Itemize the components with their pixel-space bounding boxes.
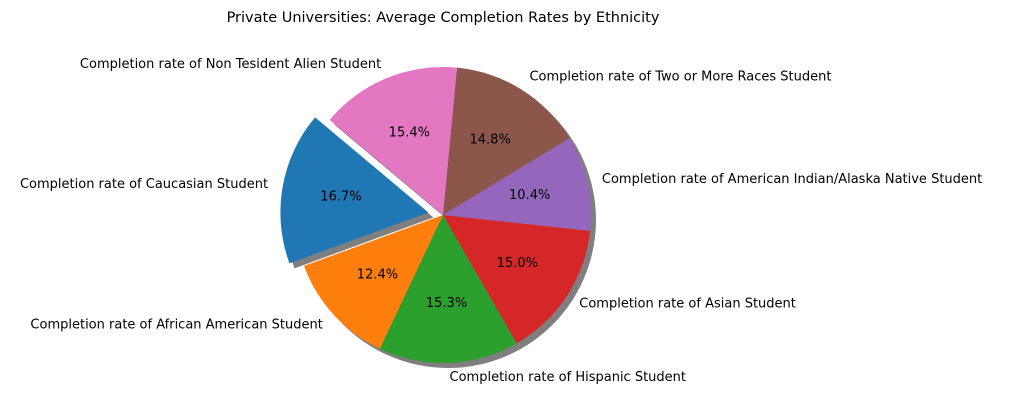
pct-label-two-or-more-races-student: 14.8% xyxy=(470,132,511,147)
pie-slice-caucasian-student xyxy=(280,117,429,264)
slice-label-caucasian-student: Completion rate of Caucasian Student xyxy=(20,177,268,192)
pie-slice-non-tesident-alien-student xyxy=(329,67,458,215)
pct-label-american-indian-alaska-native-student: 10.4% xyxy=(509,188,550,203)
slice-label-two-or-more-races-student: Completion rate of Two or More Races Stu… xyxy=(529,70,831,85)
pct-label-non-tesident-alien-student: 15.4% xyxy=(389,125,430,140)
pie-slice-asian-student xyxy=(443,215,591,344)
slice-layer xyxy=(280,67,591,364)
slice-label-non-tesident-alien-student: Completion rate of Non Tesident Alien St… xyxy=(80,57,381,72)
chart-title: Private Universities: Average Completion… xyxy=(227,10,660,26)
slice-label-american-indian-alaska-native-student: Completion rate of American Indian/Alask… xyxy=(602,172,982,187)
pie-slice-hispanic-student xyxy=(379,215,517,364)
slice-label-african-american-student: Completion rate of African American Stud… xyxy=(30,317,322,332)
slice-label-asian-student: Completion rate of Asian Student xyxy=(579,297,796,312)
pct-label-caucasian-student: 16.7% xyxy=(320,190,361,205)
pie-slice-american-indian-alaska-native-student xyxy=(443,138,591,231)
pct-label-asian-student: 15.0% xyxy=(497,256,538,271)
pie-slice-african-american-student xyxy=(304,215,443,349)
pct-label-african-american-student: 12.4% xyxy=(357,267,398,282)
label-layer: 16.7% Completion rate of Caucasian Studen… xyxy=(20,57,982,385)
pie-slice-two-or-more-races-student xyxy=(443,67,570,215)
pct-label-hispanic-student: 15.3% xyxy=(426,296,467,311)
slice-label-hispanic-student: Completion rate of Hispanic Student xyxy=(450,370,686,385)
